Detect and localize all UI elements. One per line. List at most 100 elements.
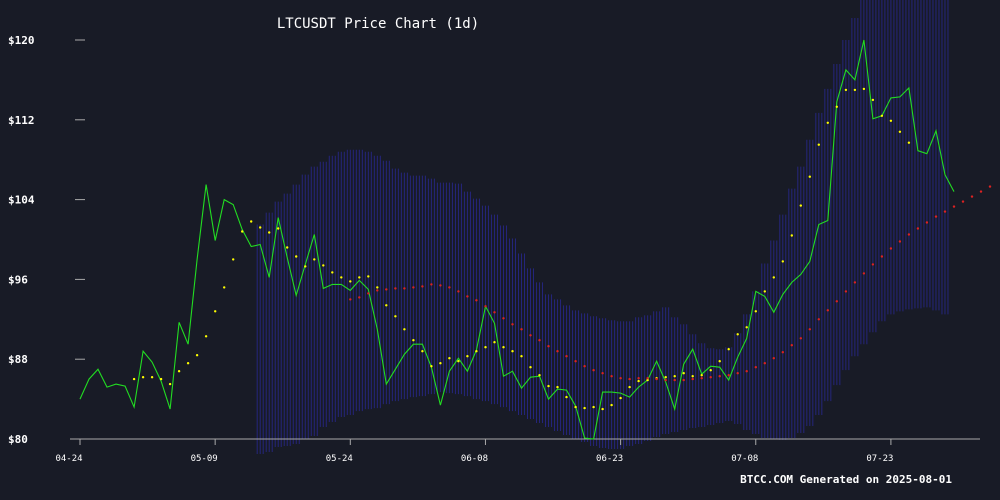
slow-ma-dot	[358, 296, 361, 299]
y-tick-label: $120	[8, 34, 35, 47]
slow-ma-dot	[502, 317, 505, 320]
fast-ma-dot	[322, 264, 325, 267]
fast-ma-dot	[547, 384, 550, 388]
slow-ma-dot	[403, 287, 406, 290]
fast-ma-dot	[204, 335, 208, 338]
x-tick-label: 04-24	[55, 454, 82, 464]
slow-ma-dot	[520, 328, 523, 331]
fast-ma-dot	[529, 366, 532, 369]
slow-ma-dot	[529, 334, 532, 337]
slow-ma-dot	[376, 289, 379, 292]
fast-ma-dot	[601, 407, 604, 411]
price-line	[79, 39, 955, 440]
slow-ma-dot	[448, 286, 451, 289]
slow-ma-dot	[547, 345, 550, 348]
y-tick-label: $96	[8, 273, 28, 286]
fast-ma-dot	[511, 350, 514, 353]
y-tick-label: $88	[8, 353, 28, 366]
slow-ma-dot	[988, 185, 992, 188]
slow-ma-dot	[925, 221, 929, 224]
fast-ma-dot	[538, 374, 541, 377]
fast-ma-dot	[772, 276, 775, 279]
fast-ma-dot	[214, 310, 217, 313]
slow-ma-dot	[763, 362, 766, 365]
fast-ma-dot	[880, 114, 884, 118]
fast-ma-dot	[232, 258, 235, 261]
slow-ma-dot	[898, 240, 902, 243]
fast-ma-dot	[457, 360, 460, 363]
fast-ma-dot	[223, 286, 226, 289]
slow-ma-dot	[754, 366, 757, 369]
slow-ma-dot	[628, 377, 631, 381]
slow-ma-dot	[880, 255, 884, 258]
fast-ma-dot	[673, 375, 676, 378]
slow-ma-dot	[826, 309, 829, 312]
slow-ma-dot	[610, 375, 613, 378]
fast-ma-dot	[637, 379, 640, 383]
fast-ma-dot	[277, 227, 280, 230]
slow-ma-dot	[853, 281, 857, 284]
fast-ma-dot	[439, 362, 442, 365]
slow-ma-dot	[736, 372, 739, 375]
slow-ma-dot	[655, 377, 658, 381]
fast-ma-dot	[862, 87, 866, 91]
fast-ma-dot	[295, 255, 298, 258]
fast-ma-dot	[628, 385, 631, 389]
slow-ma-dot	[412, 286, 415, 289]
fast-ma-dot	[475, 350, 478, 353]
fast-ma-dot	[817, 143, 820, 146]
fast-ma-dot	[574, 405, 577, 409]
fast-ma-dot	[781, 260, 784, 263]
fast-ma-dot	[907, 141, 911, 144]
x-tick-label: 07-08	[731, 454, 758, 464]
fast-ma-dot	[691, 375, 694, 378]
fast-ma-dot	[448, 357, 451, 360]
fast-ma-dot	[610, 403, 613, 407]
fast-ma-dot	[718, 360, 721, 363]
slow-ma-dot	[970, 195, 974, 198]
fast-ma-dot	[493, 341, 496, 344]
fast-ma-dot	[871, 98, 875, 102]
slow-ma-dot	[871, 263, 875, 266]
slow-ma-dot	[367, 292, 370, 295]
slow-ma-dot	[961, 200, 965, 203]
slow-ma-dot	[385, 288, 388, 291]
fast-ma-dot	[889, 119, 893, 123]
fast-ma-dot	[790, 234, 793, 237]
slow-ma-dot	[691, 377, 694, 381]
fast-ma-dot	[682, 372, 685, 375]
fast-ma-dot	[412, 339, 415, 342]
slow-ma-dot	[916, 227, 920, 230]
fast-ma-dot	[195, 354, 199, 357]
fast-ma-dot	[403, 328, 406, 331]
fast-ma-dot	[619, 396, 622, 400]
slow-ma-dot	[889, 247, 893, 250]
slow-ma-dot	[835, 300, 838, 303]
slow-ma-dot	[430, 283, 433, 286]
slow-ma-dot	[979, 190, 983, 193]
fast-ma-dot	[241, 230, 244, 233]
fast-ma-dot	[736, 333, 739, 336]
fast-ma-dot	[583, 406, 586, 410]
slow-ma-dot	[538, 339, 541, 342]
slow-ma-dot	[394, 287, 397, 290]
slow-ma-dot	[637, 377, 640, 380]
fast-ma-dot	[268, 231, 271, 234]
fast-ma-dot	[367, 275, 370, 278]
fast-ma-dot	[565, 395, 568, 399]
volatility-band	[256, 0, 949, 454]
fast-ma-dot	[484, 346, 487, 349]
slow-ma-dot	[943, 210, 947, 213]
fast-ma-dot	[376, 286, 379, 289]
slow-ma-dot	[718, 375, 721, 378]
fast-ma-dot	[286, 246, 289, 249]
fast-ma-dot	[556, 385, 559, 389]
slow-ma-dot	[709, 376, 712, 379]
slow-ma-dot	[808, 328, 811, 331]
fast-ma-dot	[430, 365, 433, 368]
fast-ma-dot	[826, 121, 829, 125]
slow-ma-dot	[673, 378, 676, 382]
chart-title: LTCUSDT Price Chart (1d)	[277, 16, 479, 32]
fast-ma-dot	[259, 226, 262, 229]
